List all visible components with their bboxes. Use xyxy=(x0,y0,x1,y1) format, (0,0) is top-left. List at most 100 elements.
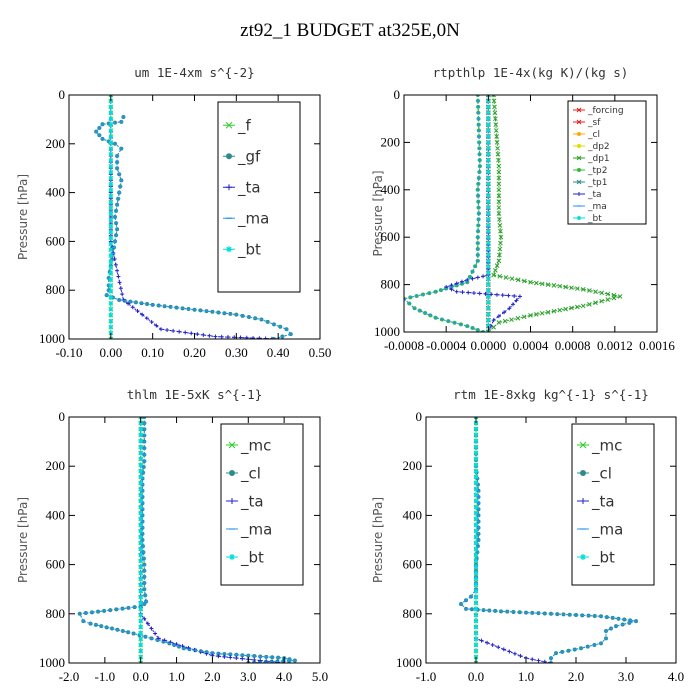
y-tick-label: 200 xyxy=(403,458,423,473)
panel-4: rtm 1E-8xkg kg^{-1} s^{-1} Pressure [hPa]… xyxy=(371,387,684,684)
series-bt xyxy=(138,417,143,663)
y-tick-label: 800 xyxy=(46,606,66,621)
legend: _mc _cl _ta _ma _bt xyxy=(220,423,304,586)
y-tick-label: 1000 xyxy=(39,331,65,346)
series-ta xyxy=(474,417,553,663)
panel-title: rtm 1E-8xkg kg^{-1} s^{-1} xyxy=(453,387,649,402)
legend-item: _bt xyxy=(223,241,261,260)
legend-item: _bt xyxy=(226,548,264,567)
y-tick-label: 400 xyxy=(46,507,66,522)
legend-label: _ta xyxy=(240,492,264,511)
y-tick-label: 1000 xyxy=(374,324,400,339)
legend: _forcing _sf _cl _dp2 _dp1 _tp2 _tp1 _ta _ma _bt xyxy=(567,100,647,225)
y-tick-label: 0 xyxy=(416,409,423,424)
legend-label: _ma xyxy=(237,210,269,229)
legend-label: _tp1 xyxy=(587,178,607,188)
x-tick-label: 0.0012 xyxy=(597,338,633,353)
legend-label: _bt xyxy=(591,548,615,567)
legend-label: _tp2 xyxy=(587,166,607,176)
y-tick-label: 400 xyxy=(46,185,66,200)
y-tick-label: 600 xyxy=(46,557,66,572)
legend-item: _ma xyxy=(223,210,269,229)
legend-item: _f xyxy=(223,117,252,136)
x-tick-label: 3.0 xyxy=(240,669,256,684)
panel-3: thlm 1E-5xK s^{-1} Pressure [hPa] 0 200 400 6… xyxy=(16,387,328,684)
series-bt xyxy=(474,417,478,663)
legend-item: _ma xyxy=(573,202,607,212)
legend-item: _ma xyxy=(577,520,623,539)
y-tick-label: 800 xyxy=(403,606,423,621)
series-group xyxy=(459,417,638,663)
legend-item: _mc xyxy=(226,436,271,455)
x-tick-label: 0.0004 xyxy=(513,338,549,353)
x-tick-label: 0.0016 xyxy=(639,338,675,353)
y-tick-label: 400 xyxy=(381,182,401,197)
legend-item: _bt xyxy=(577,548,615,567)
plot-frame xyxy=(425,416,677,664)
legend-label: _sf xyxy=(587,118,601,128)
x-tick-label: -0.10 xyxy=(55,345,82,360)
legend-label: _cl xyxy=(240,464,261,483)
legend-label: _f xyxy=(237,117,252,136)
series-bt xyxy=(108,95,113,339)
y-tick-label: 0 xyxy=(59,409,66,424)
legend-item: _cl xyxy=(573,130,600,140)
panel-1: um 1E-4xm s^{-2} Pressure [hPa] 0 200 400 600… xyxy=(16,65,331,360)
legend-label: _ma xyxy=(591,520,623,539)
series-group xyxy=(94,95,293,339)
y-tick-label: 1000 xyxy=(396,655,422,670)
x-tick-label: -1.0 xyxy=(95,669,116,684)
x-tick-label: 2.0 xyxy=(204,669,220,684)
series-bt xyxy=(486,95,491,332)
legend-item: _dp1 xyxy=(573,154,610,164)
legend-label: _bt xyxy=(240,548,264,567)
legend-item: _gf xyxy=(223,148,261,167)
panel-title: rtpthlp 1E-4x(kg K)/(kg s) xyxy=(433,65,629,80)
y-axis-label: Pressure [hPa] xyxy=(16,497,30,583)
panel-title: thlm 1E-5xK s^{-1} xyxy=(127,387,262,402)
legend-item: _dp2 xyxy=(573,142,610,152)
legend: _f _gf _ta _ma _bt xyxy=(217,101,301,293)
y-axis-label: Pressure [hPa] xyxy=(371,497,385,583)
legend-item: _mc xyxy=(577,436,622,455)
series-group xyxy=(77,417,297,663)
x-tick-label: 0.0 xyxy=(133,669,149,684)
x-tick-label: 1.0 xyxy=(168,669,184,684)
legend-item: _ta xyxy=(573,190,602,200)
x-tick-label: 5.0 xyxy=(312,669,328,684)
legend-label: _ta xyxy=(237,179,261,198)
x-tick-label: -1.0 xyxy=(416,669,437,684)
x-tick-label: 3.0 xyxy=(618,669,634,684)
y-tick-label: 200 xyxy=(46,136,66,151)
legend-item: _cl xyxy=(577,464,612,483)
x-tick-label: 0.50 xyxy=(309,345,332,360)
x-tick-label: 0.40 xyxy=(267,345,290,360)
legend-item: _ma xyxy=(226,520,272,539)
y-tick-label: 800 xyxy=(46,282,66,297)
y-axis-label: Pressure [hPa] xyxy=(371,170,385,256)
y-tick-label: 600 xyxy=(46,233,66,248)
y-tick-label: 200 xyxy=(381,134,401,149)
legend-label: _dp2 xyxy=(587,142,610,152)
x-tick-label: -2.0 xyxy=(59,669,80,684)
x-tick-label: -0.0008 xyxy=(384,338,424,353)
y-tick-label: 200 xyxy=(46,458,66,473)
legend-label: _ma xyxy=(240,520,272,539)
figure-title: zt92_1 BUDGET at325E,0N xyxy=(240,20,460,41)
x-tick-label: 0.0008 xyxy=(555,338,591,353)
y-tick-label: 800 xyxy=(381,277,401,292)
y-tick-label: 600 xyxy=(403,557,423,572)
x-tick-label: 0.0 xyxy=(468,669,484,684)
legend-label: _dp1 xyxy=(587,154,610,164)
legend-label: _cl xyxy=(587,130,600,140)
legend-item: _tp1 xyxy=(573,178,607,188)
legend-item: _forcing xyxy=(573,106,624,116)
y-tick-label: 600 xyxy=(381,229,401,244)
legend-label: _bt xyxy=(587,214,602,224)
panel-2: rtpthlp 1E-4x(kg K)/(kg s) Pressure [hPa]… xyxy=(371,65,675,353)
legend-label: _mc xyxy=(591,436,622,455)
x-tick-label: 1.0 xyxy=(518,669,534,684)
series-group xyxy=(404,95,623,332)
legend-label: _mc xyxy=(240,436,271,455)
legend-item: _cl xyxy=(226,464,261,483)
